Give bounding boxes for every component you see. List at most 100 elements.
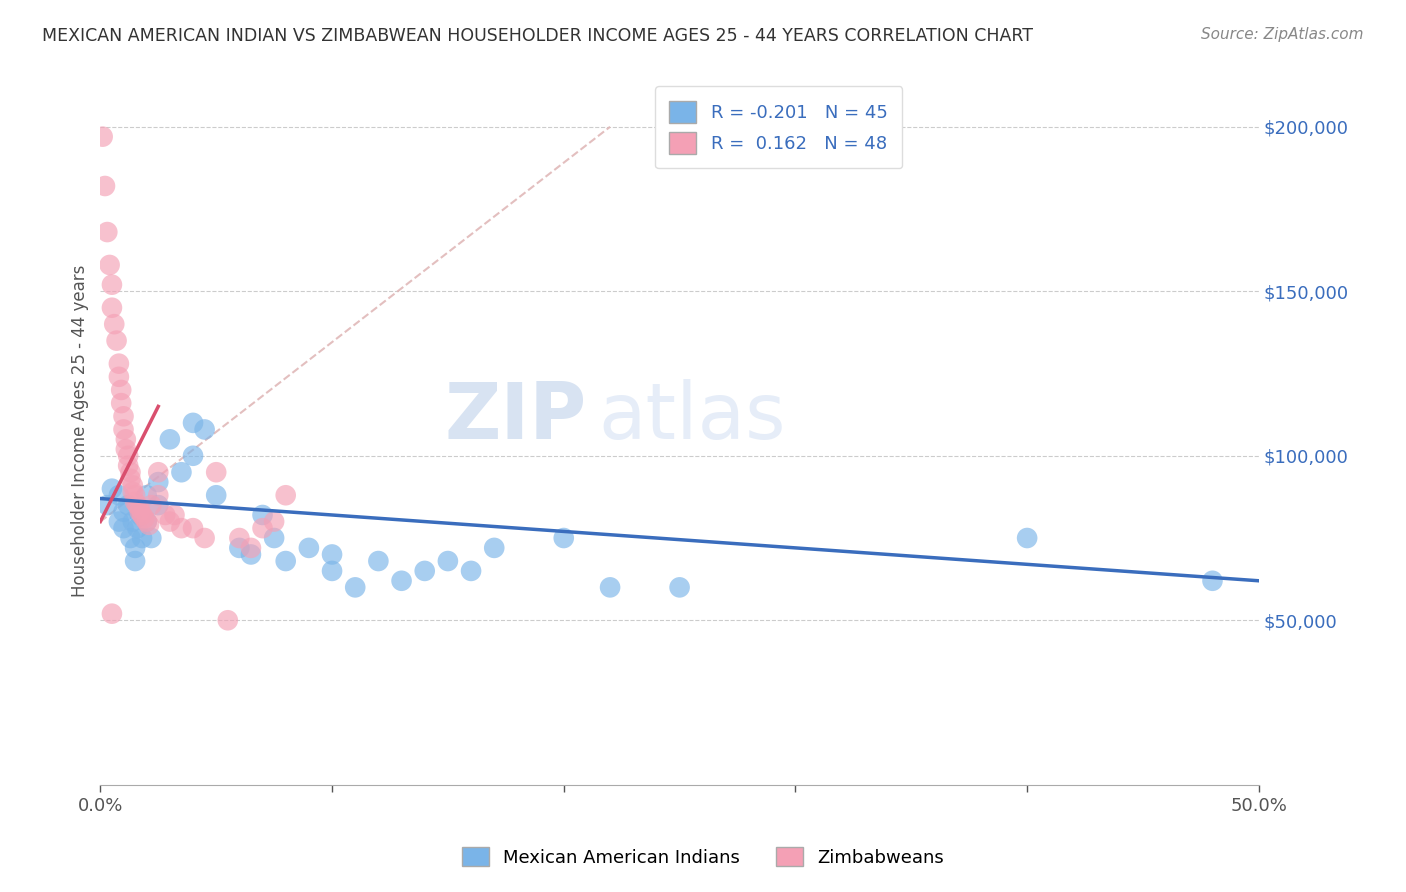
Point [239, 541, 262, 555]
Point [159, 515, 181, 529]
Point [1017, 531, 1039, 545]
Legend: Mexican American Indians, Zimbabweans: Mexican American Indians, Zimbabweans [454, 840, 952, 874]
Point [112, 521, 135, 535]
Point [205, 488, 228, 502]
Point [91, 129, 114, 144]
Point [344, 580, 367, 594]
Point [263, 531, 285, 545]
Point [181, 449, 204, 463]
Point [115, 433, 138, 447]
Point [108, 357, 131, 371]
Point [117, 449, 139, 463]
Point [181, 521, 204, 535]
Point [96, 225, 118, 239]
Point [124, 495, 146, 509]
Point [108, 369, 131, 384]
Point [128, 501, 150, 516]
Point [1201, 574, 1223, 588]
Point [148, 488, 170, 502]
Text: Source: ZipAtlas.com: Source: ZipAtlas.com [1201, 27, 1364, 42]
Point [460, 564, 482, 578]
Point [120, 531, 142, 545]
Point [121, 515, 143, 529]
Text: ZIP: ZIP [444, 379, 586, 455]
Point [194, 531, 217, 545]
Point [141, 498, 163, 512]
Point [128, 505, 150, 519]
Point [124, 541, 146, 555]
Point [141, 531, 163, 545]
Y-axis label: Householder Income Ages 25 - 44 years: Householder Income Ages 25 - 44 years [72, 265, 89, 598]
Point [205, 465, 228, 479]
Point [148, 465, 170, 479]
Point [135, 515, 157, 529]
Point [252, 508, 274, 522]
Point [170, 521, 193, 535]
Point [112, 422, 135, 436]
Point [101, 277, 124, 292]
Point [159, 433, 181, 447]
Text: MEXICAN AMERICAN INDIAN VS ZIMBABWEAN HOUSEHOLDER INCOME AGES 25 - 44 YEARS CORR: MEXICAN AMERICAN INDIAN VS ZIMBABWEAN HO… [42, 27, 1033, 45]
Point [217, 613, 239, 627]
Point [263, 515, 285, 529]
Point [127, 521, 149, 535]
Point [103, 317, 125, 331]
Point [484, 541, 506, 555]
Point [124, 554, 146, 568]
Point [391, 574, 413, 588]
Point [96, 498, 118, 512]
Point [668, 580, 690, 594]
Point [553, 531, 575, 545]
Point [298, 541, 321, 555]
Point [121, 478, 143, 492]
Point [134, 511, 156, 525]
Point [121, 485, 143, 500]
Point [367, 554, 389, 568]
Point [148, 498, 170, 512]
Point [110, 383, 132, 397]
Point [101, 607, 124, 621]
Point [108, 488, 131, 502]
Point [110, 396, 132, 410]
Point [112, 505, 135, 519]
Point [274, 554, 297, 568]
Point [131, 508, 153, 522]
Point [321, 548, 343, 562]
Point [131, 531, 153, 545]
Point [239, 548, 262, 562]
Point [124, 488, 146, 502]
Point [163, 508, 186, 522]
Point [127, 498, 149, 512]
Point [413, 564, 436, 578]
Point [120, 465, 142, 479]
Point [94, 179, 117, 194]
Point [148, 475, 170, 489]
Point [108, 515, 131, 529]
Point [437, 554, 460, 568]
Legend: R = -0.201   N = 45, R =  0.162   N = 48: R = -0.201 N = 45, R = 0.162 N = 48 [655, 87, 903, 169]
Point [101, 301, 124, 315]
Point [138, 517, 160, 532]
Point [98, 258, 121, 272]
Point [599, 580, 621, 594]
Point [194, 422, 217, 436]
Point [112, 409, 135, 424]
Point [228, 541, 250, 555]
Point [135, 488, 157, 502]
Point [117, 498, 139, 512]
Point [155, 508, 177, 522]
Point [101, 482, 124, 496]
Point [105, 334, 128, 348]
Point [135, 515, 157, 529]
Point [181, 416, 204, 430]
Point [128, 508, 150, 522]
Point [274, 488, 297, 502]
Point [120, 472, 142, 486]
Text: atlas: atlas [599, 379, 786, 455]
Point [228, 531, 250, 545]
Point [170, 465, 193, 479]
Point [321, 564, 343, 578]
Point [252, 521, 274, 535]
Point [117, 458, 139, 473]
Point [115, 442, 138, 457]
